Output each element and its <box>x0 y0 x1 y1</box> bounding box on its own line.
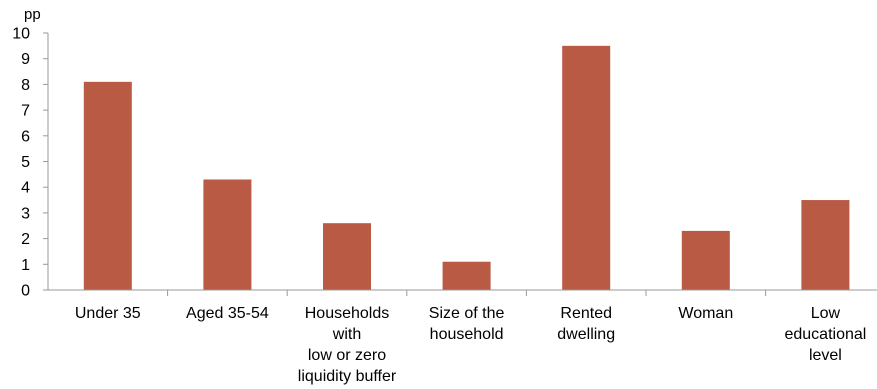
y-tick-label: 5 <box>21 154 30 171</box>
x-axis-labels: Under 35 Aged 35-54 Households with low or z… <box>75 305 866 385</box>
y-tick-label: 0 <box>21 283 30 300</box>
y-tick-label: 3 <box>21 205 30 222</box>
y-tick-label: 1 <box>21 257 30 274</box>
bar <box>442 261 491 290</box>
x-category-label: educational <box>784 326 866 343</box>
x-category-label: Rented <box>560 305 612 322</box>
y-tick-label: 4 <box>21 180 30 197</box>
y-tick-label: 7 <box>21 103 30 120</box>
bars <box>83 45 850 290</box>
y-tick-label: 10 <box>12 26 30 43</box>
x-category-label: dwelling <box>557 326 615 343</box>
x-category-label: Low <box>811 305 841 322</box>
bar <box>323 223 371 290</box>
y-axis-ticks: 0 1 2 3 4 5 6 7 8 9 10 <box>12 26 48 300</box>
bar <box>801 200 850 290</box>
y-tick-label: 6 <box>21 128 30 145</box>
x-category-label: Woman <box>678 305 733 322</box>
x-category-label: Aged 35-54 <box>186 305 269 322</box>
bar <box>203 179 252 290</box>
x-category-label: Under 35 <box>75 305 141 322</box>
x-category-label: Households <box>305 305 390 322</box>
y-tick-label: 9 <box>21 51 30 68</box>
x-category-label: low or zero <box>308 347 386 364</box>
axes <box>47 33 877 296</box>
x-category-label: with <box>332 326 361 343</box>
x-category-label: Size of the <box>429 305 505 322</box>
y-tick-label: 8 <box>21 77 30 94</box>
bar <box>681 230 730 290</box>
bar <box>83 81 132 290</box>
bar <box>562 45 611 290</box>
y-axis-unit-label: pp <box>24 6 41 23</box>
y-tick-label: 2 <box>21 231 30 248</box>
x-category-label: liquidity buffer <box>298 368 397 385</box>
x-category-label: household <box>430 326 504 343</box>
x-category-label: level <box>809 347 842 364</box>
